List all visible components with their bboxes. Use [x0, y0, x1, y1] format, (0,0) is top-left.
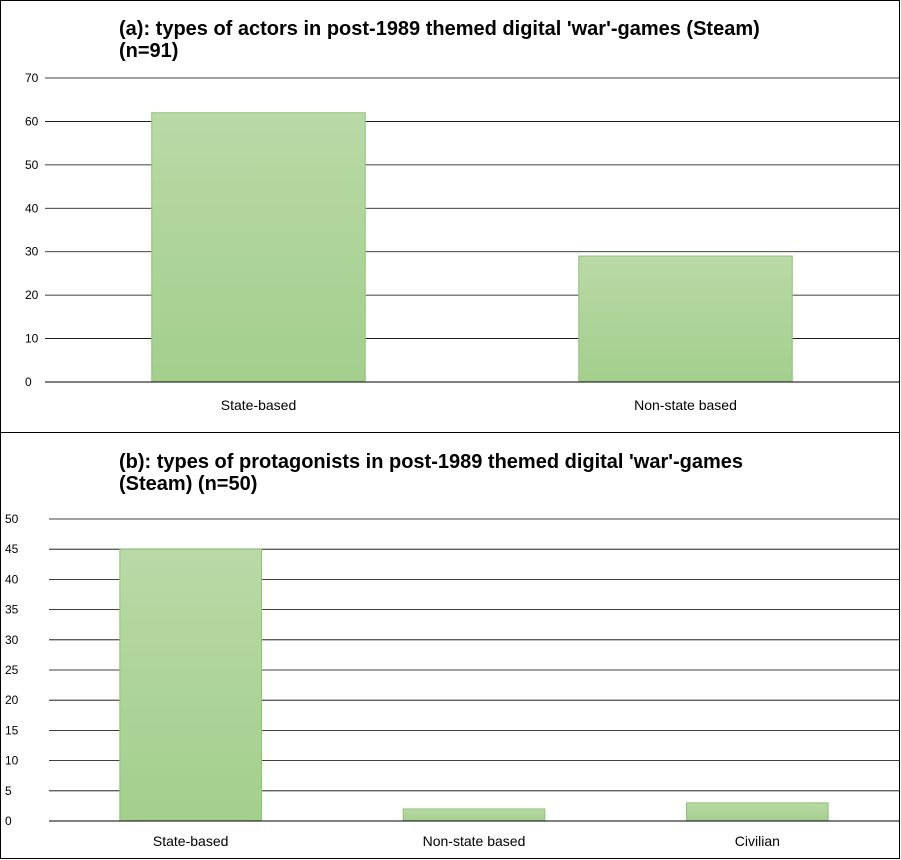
x-category-label-b: Non-state based	[423, 833, 526, 849]
bar-a-0	[151, 112, 366, 383]
y-tick-label-a: 40	[25, 201, 39, 215]
y-tick-label-b: 5	[5, 784, 12, 798]
bar-b-1	[402, 808, 546, 822]
y-tick-label-a: 60	[25, 114, 39, 128]
y-tick-label-a: 30	[25, 245, 39, 259]
y-tick-label-a: 20	[25, 288, 39, 302]
y-tick-label-a: 70	[25, 71, 39, 85]
y-tick-label-b: 30	[5, 633, 19, 647]
chart-b-svg: 0 5 10 15 20 25 30 35 40 45 50 State-based Non-state…	[5, 512, 899, 849]
y-tick-label-b: 20	[5, 693, 19, 707]
y-tick-label-b: 40	[5, 572, 19, 586]
y-tick-label-a: 0	[25, 375, 32, 389]
bar-b-0	[119, 548, 263, 822]
y-tick-label-b: 15	[5, 723, 19, 737]
x-category-label-b: Civilian	[735, 833, 780, 849]
x-category-label-a: State-based	[221, 397, 297, 413]
y-tick-label-b: 10	[5, 754, 19, 768]
y-tick-label-a: 50	[25, 158, 39, 172]
bar-b-2	[686, 802, 829, 822]
bar-a-1	[578, 255, 793, 383]
y-tick-label-b: 0	[5, 814, 12, 828]
chart-title-a: (a): types of actors in post-1989 themed…	[119, 18, 760, 62]
chart-title-b: (b): types of protagonists in post-1989 …	[119, 451, 744, 495]
chart-panel-a: (a): types of actors in post-1989 themed…	[0, 0, 900, 433]
x-category-label-b: State-based	[153, 833, 229, 849]
chart-a-svg: 0 10 20 30 40 50 60 70 State-based Non-state base…	[25, 71, 899, 413]
y-tick-label-b: 50	[5, 512, 19, 526]
y-tick-label-b: 25	[5, 663, 19, 677]
x-category-label-a: Non-state based	[634, 397, 737, 413]
y-tick-label-b: 45	[5, 542, 19, 556]
chart-panel-b: (b): types of protagonists in post-1989 …	[0, 432, 900, 859]
y-tick-label-b: 35	[5, 603, 19, 617]
y-tick-label-a: 10	[25, 332, 39, 346]
